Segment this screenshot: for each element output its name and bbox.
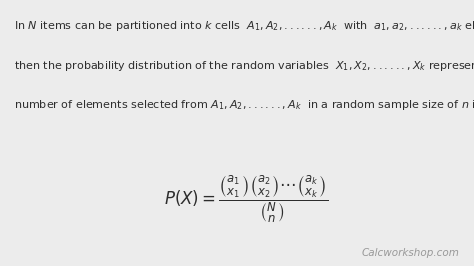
Text: In $N$ items can be partitioned into $k$ cells  $A_1, A_2,......,A_k$  with  $a_: In $N$ items can be partitioned into $k$… <box>14 19 474 33</box>
Text: number of elements selected from $A_1, A_2,......,A_k$  in a random sample size : number of elements selected from $A_1, A… <box>14 98 474 113</box>
Text: $P\left(X\right)=\dfrac{\binom{a_1}{x_1}\binom{a_2}{x_2}\cdots\binom{a_k}{x_k}}{: $P\left(X\right)=\dfrac{\binom{a_1}{x_1}… <box>164 174 329 225</box>
Text: Calcworkshop.com: Calcworkshop.com <box>362 248 460 258</box>
Text: then the probability distribution of the random variables  $X_1, X_2,......,X_k$: then the probability distribution of the… <box>14 59 474 73</box>
